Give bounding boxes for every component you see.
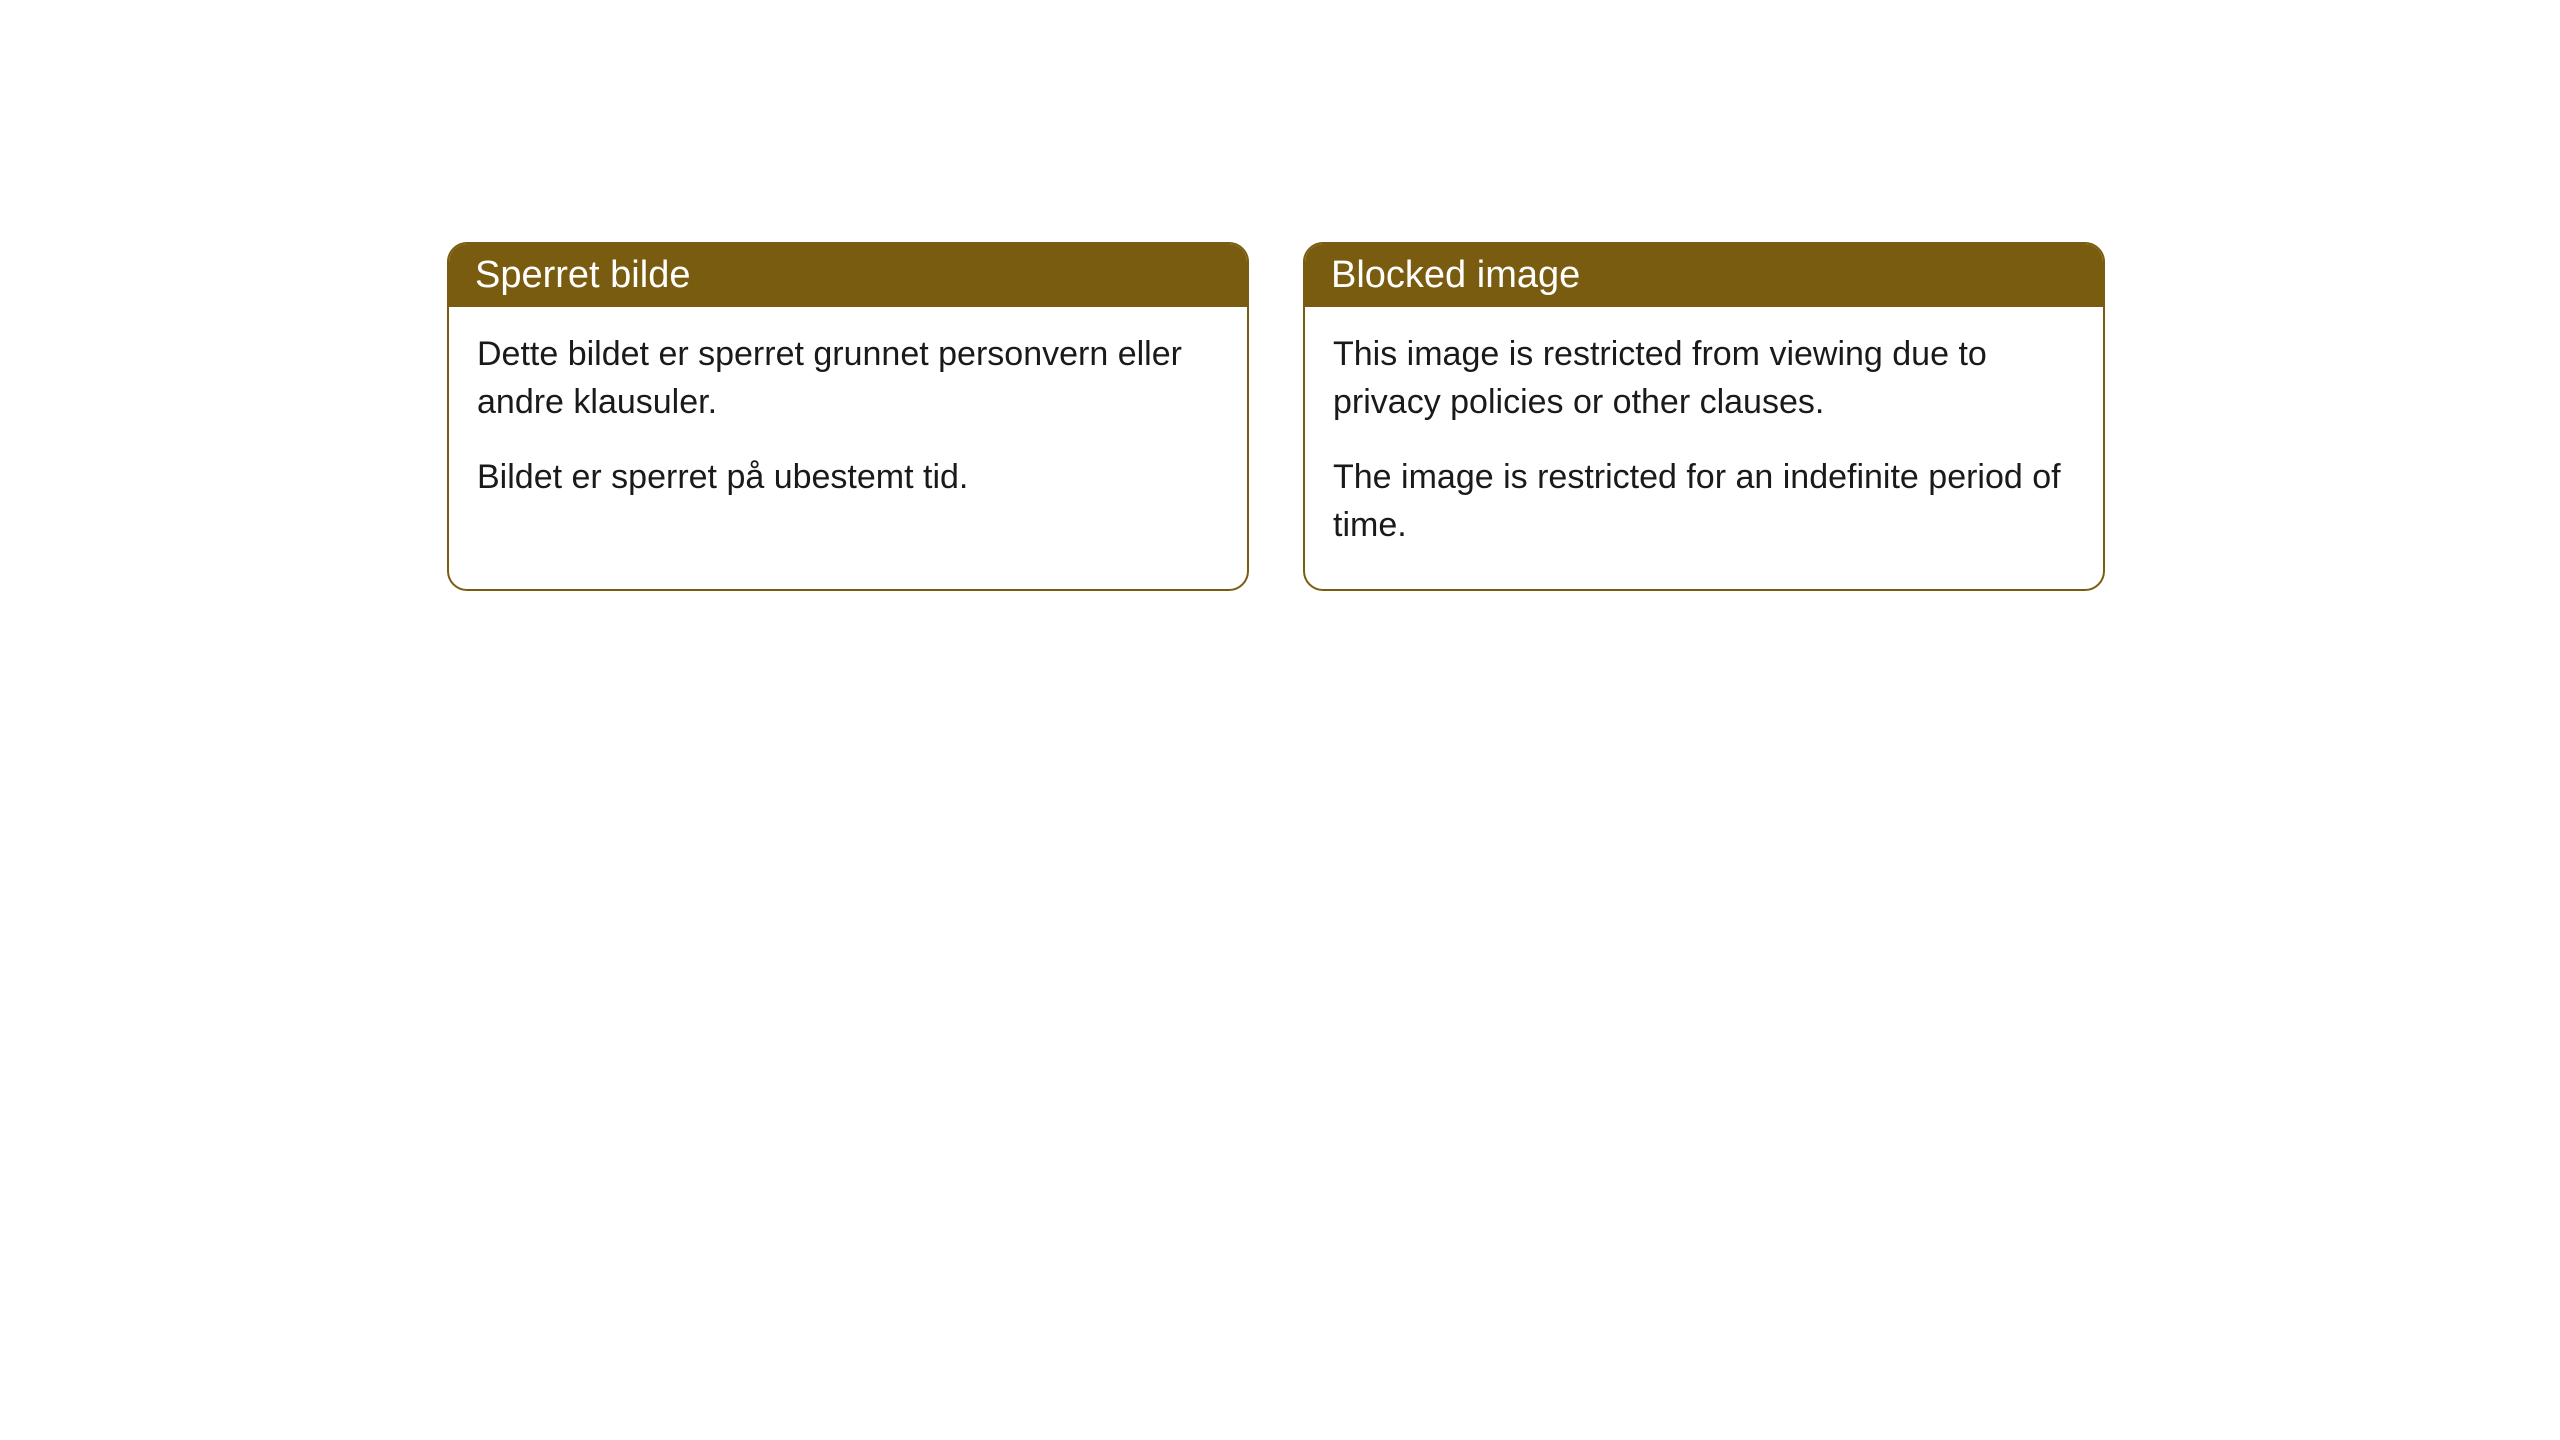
card-header: Blocked image <box>1305 244 2103 307</box>
notice-card-norwegian: Sperret bilde Dette bildet er sperret gr… <box>447 242 1249 591</box>
card-title: Blocked image <box>1331 254 1580 296</box>
card-paragraph: Bildet er sperret på ubestemt tid. <box>477 454 1219 502</box>
card-title: Sperret bilde <box>475 254 690 296</box>
cards-container: Sperret bilde Dette bildet er sperret gr… <box>0 0 2560 591</box>
notice-card-english: Blocked image This image is restricted f… <box>1303 242 2105 591</box>
card-paragraph: The image is restricted for an indefinit… <box>1333 454 2075 549</box>
card-body: This image is restricted from viewing du… <box>1305 307 2103 589</box>
card-paragraph: Dette bildet er sperret grunnet personve… <box>477 331 1219 426</box>
card-header: Sperret bilde <box>449 244 1247 307</box>
card-paragraph: This image is restricted from viewing du… <box>1333 331 2075 426</box>
card-body: Dette bildet er sperret grunnet personve… <box>449 307 1247 542</box>
